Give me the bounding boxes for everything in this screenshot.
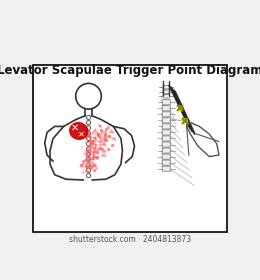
FancyBboxPatch shape [162, 154, 170, 159]
FancyBboxPatch shape [162, 106, 170, 111]
Text: ✕: ✕ [77, 129, 84, 139]
FancyBboxPatch shape [162, 100, 170, 105]
FancyBboxPatch shape [162, 124, 170, 129]
FancyBboxPatch shape [34, 65, 226, 232]
FancyBboxPatch shape [162, 130, 170, 135]
FancyBboxPatch shape [163, 95, 170, 98]
FancyBboxPatch shape [162, 118, 170, 123]
Text: shutterstock.com · 2404813873: shutterstock.com · 2404813873 [69, 235, 191, 244]
Ellipse shape [70, 123, 88, 139]
FancyBboxPatch shape [162, 148, 170, 153]
Ellipse shape [177, 105, 183, 111]
FancyBboxPatch shape [162, 136, 170, 141]
FancyBboxPatch shape [163, 90, 170, 94]
FancyBboxPatch shape [162, 166, 170, 171]
Text: Levator Scapulae Trigger Point Diagram: Levator Scapulae Trigger Point Diagram [0, 64, 260, 77]
FancyBboxPatch shape [163, 85, 170, 89]
FancyBboxPatch shape [162, 112, 170, 117]
Text: ✕: ✕ [71, 123, 79, 133]
FancyBboxPatch shape [162, 160, 170, 165]
FancyBboxPatch shape [162, 142, 170, 147]
Ellipse shape [182, 118, 188, 124]
